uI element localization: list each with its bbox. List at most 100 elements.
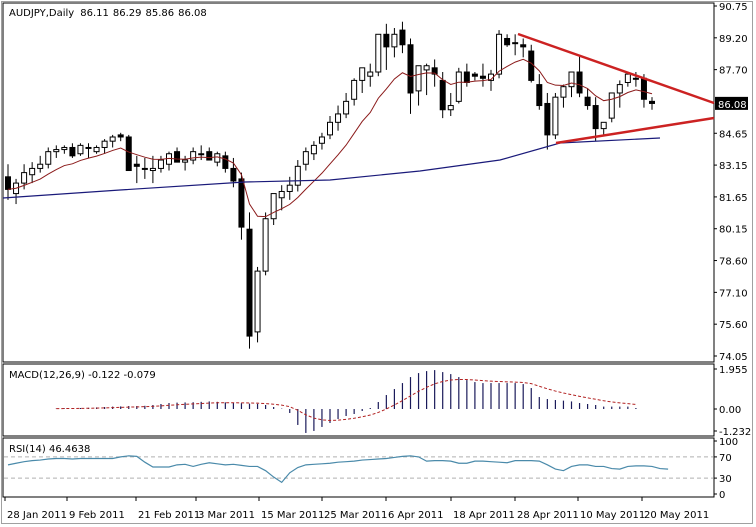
candle <box>415 65 422 106</box>
candle <box>270 193 277 226</box>
candle <box>496 30 503 79</box>
candle <box>351 78 358 106</box>
price-axis: 90.75 89.20 87.70 86.08 84.65 83.15 81.65 80.15… <box>714 2 748 363</box>
candle <box>584 88 591 110</box>
candle <box>600 121 607 135</box>
candle <box>45 147 52 169</box>
date-tick-label: 3 Mar 2011 <box>198 510 255 521</box>
candle <box>246 212 253 349</box>
price-tick-label: 84.65 <box>719 129 748 140</box>
candle <box>479 63 486 87</box>
date-tick-label: 18 Apr 2011 <box>453 510 515 521</box>
price-tick-label: 77.10 <box>719 288 748 299</box>
candle <box>238 172 245 240</box>
candle <box>141 157 148 179</box>
candle <box>222 151 229 173</box>
candle <box>206 147 213 161</box>
price-tick-label: 80.15 <box>719 225 748 236</box>
trendline-lower[interactable] <box>555 116 715 145</box>
candle <box>568 71 575 98</box>
candle <box>310 141 317 161</box>
candle <box>37 155 44 173</box>
price-tick-label: 75.60 <box>719 320 748 331</box>
main-price-panel[interactable] <box>2 2 715 363</box>
rsi-tick-label: 100 <box>719 437 738 448</box>
macd-tick-label: 0.00 <box>719 405 741 416</box>
candle <box>375 33 382 77</box>
candle <box>302 147 309 171</box>
macd-tick-label: 1.955 <box>719 365 748 376</box>
candle <box>471 72 478 81</box>
trendline-upper[interactable] <box>517 32 715 105</box>
candle <box>101 139 108 154</box>
candle <box>182 155 189 171</box>
macd-title: MACD(12,26,9) -0.122 -0.079 <box>9 370 156 381</box>
moving-averages <box>2 58 661 218</box>
candle <box>61 145 68 154</box>
candle <box>391 28 398 58</box>
price-tick-label: 83.15 <box>719 161 748 172</box>
candle <box>278 185 285 211</box>
candle <box>592 97 599 142</box>
last-price-tag <box>715 96 748 110</box>
macd-panel[interactable] <box>2 363 715 437</box>
date-tick-label: 9 Feb 2011 <box>69 510 125 521</box>
date-tick-label: 10 May 2011 <box>580 510 645 521</box>
candle <box>149 155 156 184</box>
candle <box>520 38 527 58</box>
macd-tick-label: -1.232 <box>719 427 751 438</box>
rsi-panel[interactable] <box>2 437 715 498</box>
candle <box>447 92 454 117</box>
candle <box>117 132 124 142</box>
candle <box>29 162 36 184</box>
candle <box>327 116 333 140</box>
rsi-tick-label: 0 <box>719 490 725 501</box>
candle <box>504 34 511 47</box>
candle <box>608 92 615 123</box>
price-tick-label: 74.05 <box>719 352 748 363</box>
candle <box>125 134 132 172</box>
price-tick-label: 90.75 <box>719 2 748 13</box>
triangle-trendlines[interactable] <box>517 32 715 145</box>
candle <box>616 80 623 108</box>
candle <box>109 134 116 148</box>
candle <box>174 147 181 163</box>
macd-series: 1.955 0.00 -1.232 <box>55 365 751 438</box>
candle <box>254 266 261 343</box>
candle <box>649 97 655 110</box>
price-tick-label: 81.65 <box>719 193 748 204</box>
candle <box>318 132 325 150</box>
candle <box>77 143 84 156</box>
price-tick-label: 89.20 <box>719 34 748 45</box>
candle <box>399 21 406 54</box>
main-chart-title: AUDJPY,Daily 86.11 86.29 85.86 86.08 <box>9 8 207 19</box>
candle <box>294 160 301 192</box>
candle <box>624 72 631 87</box>
candle <box>85 143 92 158</box>
candle <box>335 105 342 131</box>
rsi-tick-label: 30 <box>719 474 732 485</box>
candle <box>69 143 76 158</box>
last-price-label: 86.08 <box>718 100 747 111</box>
candle <box>552 92 559 140</box>
candle <box>157 155 164 173</box>
date-tick-label: 15 Mar 2011 <box>261 510 324 521</box>
rsi-title: RSI(14) 46.4638 <box>9 444 90 455</box>
candle <box>262 212 269 276</box>
date-tick-label: 20 May 2011 <box>644 510 709 521</box>
candle <box>133 155 140 184</box>
date-tick-label: 21 Feb 2011 <box>138 510 200 521</box>
candle <box>544 92 551 150</box>
rsi-series: 100 70 30 0 <box>4 437 738 501</box>
date-tick-label: 28 Apr 2011 <box>517 510 579 521</box>
candle <box>93 145 100 154</box>
candle <box>512 34 519 56</box>
date-tick-label: 6 Apr 2011 <box>388 510 443 521</box>
candle <box>560 84 567 108</box>
price-tick-label: 87.70 <box>719 66 748 77</box>
candle <box>367 63 374 87</box>
candle <box>190 147 197 165</box>
